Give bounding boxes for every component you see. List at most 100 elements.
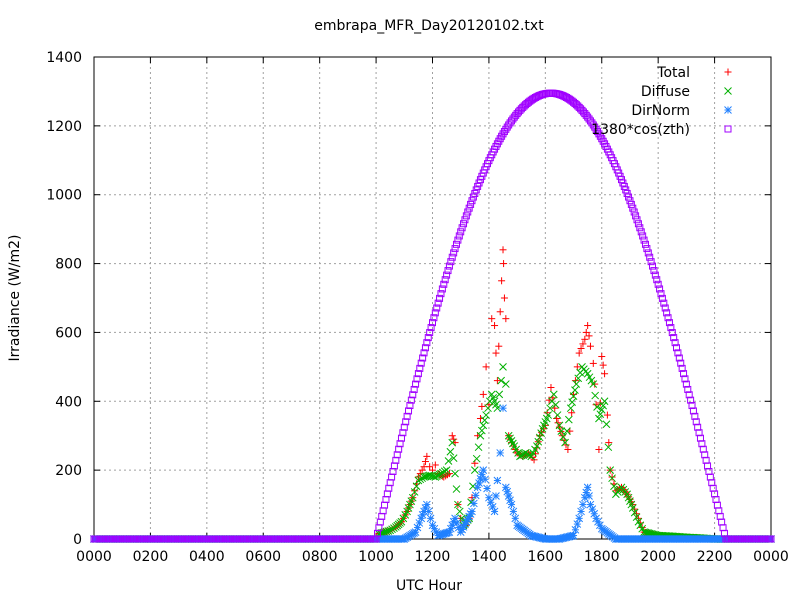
data-point: [474, 443, 483, 452]
data-point: [483, 484, 491, 493]
data-point: [478, 470, 486, 479]
data-point: [636, 224, 644, 232]
data-point: [440, 280, 448, 288]
data-point: [448, 432, 456, 440]
data-point: [678, 364, 686, 372]
data-point: [430, 314, 438, 322]
data-point: [496, 449, 505, 457]
data-point: [554, 419, 562, 427]
data-point: [718, 518, 726, 526]
legend-marker: [724, 125, 732, 133]
data-point: [457, 228, 465, 236]
data-point: [682, 380, 690, 388]
data-point: [408, 493, 417, 502]
data-point: [424, 507, 433, 516]
x-axis-label: UTC Hour: [396, 578, 462, 594]
data-point: [571, 386, 579, 394]
data-point: [546, 404, 554, 413]
data-point: [493, 404, 502, 413]
data-point: [589, 359, 597, 367]
data-point: [414, 476, 423, 485]
data-point: [572, 380, 581, 388]
y-tick-label: 1400: [46, 50, 82, 66]
data-point: [568, 398, 576, 406]
x-tick-label: 1000: [358, 549, 394, 565]
x-tick-label: 0200: [133, 549, 169, 565]
data-point: [421, 458, 429, 466]
y-tick-label: 600: [55, 325, 82, 341]
data-point: [399, 429, 407, 437]
data-point: [471, 189, 479, 197]
data-point: [593, 403, 601, 411]
data-point: [431, 309, 439, 317]
data-point: [634, 220, 642, 228]
x-tick-label: 0400: [189, 549, 225, 565]
data-point: [383, 490, 391, 498]
legend-marker: [724, 87, 732, 95]
data-point: [416, 364, 424, 372]
data-point: [675, 354, 683, 362]
data-point: [437, 290, 445, 298]
data-point: [438, 285, 446, 293]
data-point: [568, 409, 576, 417]
data-point: [460, 220, 468, 228]
data-point: [605, 439, 613, 447]
data-point: [553, 411, 562, 419]
data-points: [90, 89, 775, 543]
data-point: [537, 429, 545, 437]
data-point: [639, 232, 647, 240]
data-point: [544, 411, 553, 419]
data-point: [444, 457, 453, 465]
data-point: [661, 304, 669, 312]
data-point: [677, 359, 685, 367]
data-point: [491, 322, 499, 330]
y-axis-label: Irradiance (W/m2): [7, 235, 23, 362]
data-point: [469, 482, 477, 491]
data-point: [712, 496, 720, 504]
data-point: [495, 390, 504, 399]
data-point: [376, 518, 384, 526]
data-point: [497, 376, 505, 385]
data-point: [684, 385, 692, 393]
data-point: [482, 363, 490, 371]
data-point: [409, 391, 417, 399]
data-point: [501, 380, 510, 388]
data-point: [476, 431, 485, 440]
data-point: [606, 466, 615, 474]
data-point: [410, 385, 418, 393]
data-point: [438, 468, 447, 477]
data-point: [448, 438, 457, 447]
data-point: [688, 402, 696, 410]
data-point: [551, 400, 560, 409]
data-point: [462, 212, 470, 220]
data-point: [646, 253, 654, 261]
data-point: [599, 361, 607, 369]
data-point: [429, 319, 436, 327]
data-point: [630, 208, 638, 216]
data-point: [595, 445, 603, 453]
data-point: [625, 193, 633, 201]
data-point: [720, 529, 728, 537]
data-point: [651, 271, 659, 279]
data-point: [427, 324, 435, 332]
x-tick-label: 0800: [302, 549, 338, 565]
data-point: [561, 438, 569, 447]
data-point: [660, 299, 668, 307]
data-point: [440, 467, 449, 476]
data-point: [577, 344, 585, 352]
data-point: [426, 514, 435, 523]
data-point: [632, 212, 640, 220]
data-point: [585, 492, 593, 500]
data-point: [414, 370, 422, 378]
data-point: [596, 410, 605, 419]
data-point: [381, 501, 389, 509]
data-point: [507, 500, 516, 509]
data-point: [475, 479, 483, 487]
data-point: [461, 216, 469, 224]
data-point: [493, 476, 502, 485]
data-point: [664, 314, 672, 322]
data-point: [386, 526, 395, 535]
data-point: [637, 228, 645, 236]
data-point: [633, 216, 641, 224]
